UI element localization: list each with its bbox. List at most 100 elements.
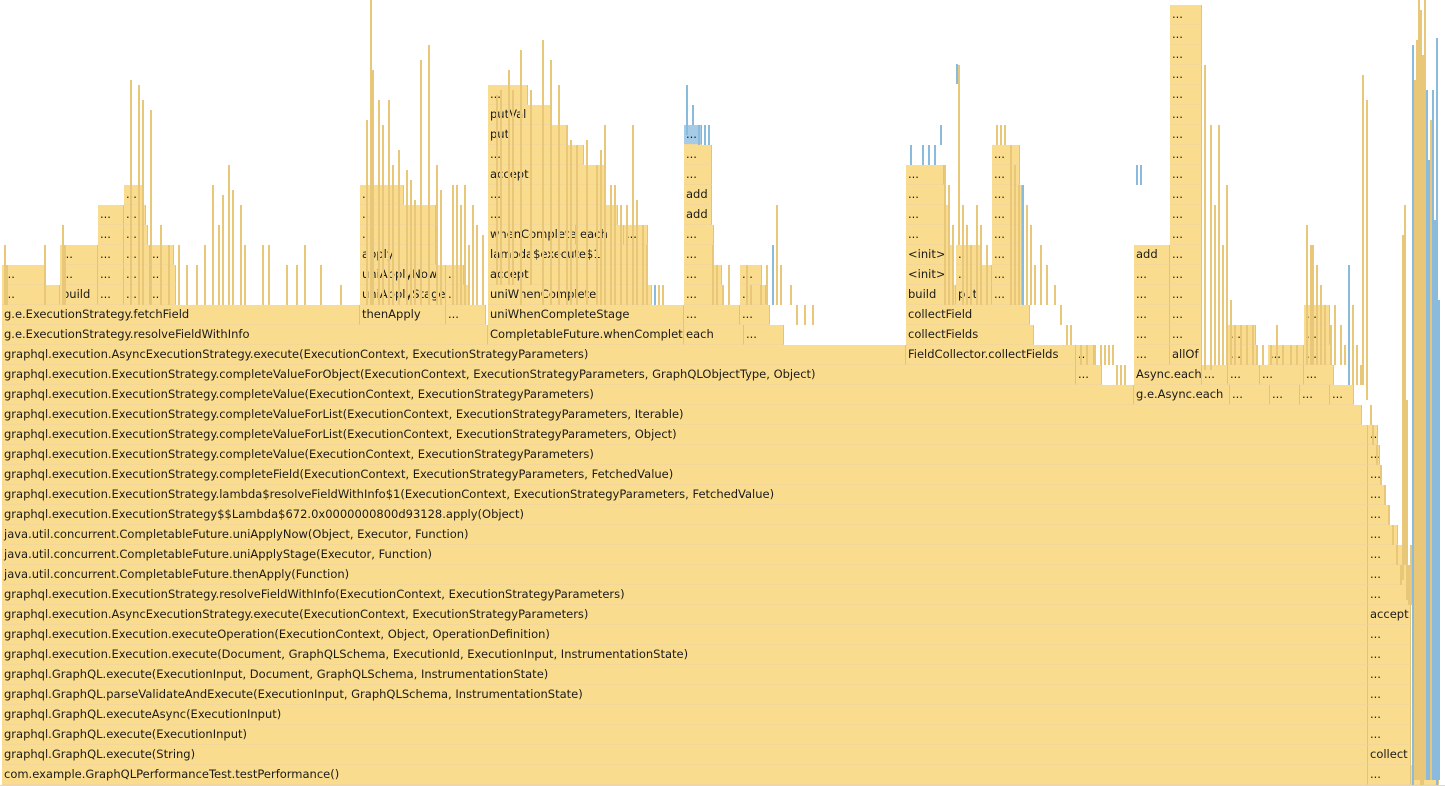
stack-frame[interactable]: ... — [906, 165, 944, 185]
narrow-stack-frame[interactable] — [1094, 345, 1096, 365]
stack-frame[interactable]: ... — [992, 145, 1020, 165]
narrow-stack-frame[interactable] — [910, 145, 912, 165]
narrow-stack-frame[interactable] — [1116, 365, 1118, 385]
stack-frame[interactable]: graphql.GraphQL.executeAsync(ExecutionIn… — [2, 705, 1368, 725]
narrow-stack-frame[interactable] — [440, 190, 442, 305]
stack-frame[interactable]: ... — [1170, 245, 1202, 265]
stack-frame[interactable]: g.e.ExecutionStrategy.resolveFieldWithIn… — [2, 325, 488, 345]
narrow-stack-frame[interactable] — [468, 245, 470, 305]
stack-frame[interactable]: ... — [124, 245, 150, 265]
narrow-stack-frame[interactable] — [1214, 205, 1216, 365]
narrow-stack-frame[interactable] — [746, 265, 748, 305]
narrow-stack-frame[interactable] — [1070, 325, 1072, 345]
stack-frame[interactable]: ... — [98, 285, 124, 305]
narrow-stack-frame[interactable] — [1412, 45, 1414, 785]
narrow-stack-frame[interactable] — [750, 285, 752, 305]
stack-frame[interactable]: ... — [744, 325, 784, 345]
stack-frame[interactable]: ... — [684, 225, 714, 245]
narrow-stack-frame[interactable] — [1356, 345, 1358, 385]
stack-frame[interactable]: add — [684, 185, 712, 205]
narrow-stack-frame[interactable] — [1296, 345, 1298, 365]
narrow-stack-frame[interactable] — [1312, 245, 1314, 365]
stack-frame[interactable]: graphql.execution.Execution.execute(Docu… — [2, 645, 1368, 665]
narrow-stack-frame[interactable] — [1366, 100, 1368, 400]
narrow-stack-frame[interactable] — [542, 40, 544, 305]
stack-frame[interactable]: ... — [992, 165, 1020, 185]
narrow-stack-frame[interactable] — [1010, 145, 1012, 305]
narrow-stack-frame[interactable] — [1360, 365, 1362, 385]
narrow-stack-frame[interactable] — [1054, 285, 1056, 305]
stack-frame[interactable]: graphql.execution.ExecutionStrategy.lamb… — [2, 485, 1368, 505]
narrow-stack-frame[interactable] — [636, 200, 638, 305]
narrow-stack-frame[interactable] — [558, 85, 560, 305]
narrow-stack-frame[interactable] — [1320, 285, 1322, 365]
stack-frame[interactable]: ... — [446, 305, 486, 325]
narrow-stack-frame[interactable] — [1416, 40, 1418, 780]
narrow-stack-frame[interactable] — [1372, 425, 1374, 445]
narrow-stack-frame[interactable] — [970, 245, 972, 305]
narrow-stack-frame[interactable] — [508, 70, 510, 285]
narrow-stack-frame[interactable] — [286, 265, 288, 305]
stack-frame[interactable]: ... — [1170, 325, 1202, 345]
narrow-stack-frame[interactable] — [1438, 300, 1440, 780]
narrow-stack-frame[interactable] — [262, 245, 264, 305]
narrow-stack-frame[interactable] — [482, 235, 484, 305]
stack-frame[interactable]: ... — [1228, 365, 1260, 385]
narrow-stack-frame[interactable] — [512, 90, 514, 285]
stack-frame[interactable]: ... — [906, 185, 946, 205]
narrow-stack-frame[interactable] — [130, 80, 132, 305]
stack-frame[interactable]: ... — [1230, 385, 1270, 405]
narrow-stack-frame[interactable] — [1370, 405, 1372, 425]
narrow-stack-frame[interactable] — [708, 125, 710, 145]
stack-frame[interactable]: ... — [1170, 265, 1202, 285]
narrow-stack-frame[interactable] — [604, 125, 606, 305]
narrow-stack-frame[interactable] — [1316, 265, 1318, 365]
stack-frame[interactable]: graphql.GraphQL.execute(String) — [2, 745, 1368, 765]
narrow-stack-frame[interactable] — [646, 245, 648, 305]
narrow-stack-frame[interactable] — [654, 285, 656, 305]
narrow-stack-frame[interactable] — [1410, 545, 1412, 605]
narrow-stack-frame[interactable] — [952, 225, 954, 305]
narrow-stack-frame[interactable] — [610, 185, 612, 305]
narrow-stack-frame[interactable] — [1330, 325, 1332, 365]
stack-frame[interactable]: ... — [2, 285, 60, 305]
narrow-stack-frame[interactable] — [138, 85, 140, 305]
narrow-stack-frame[interactable] — [1402, 235, 1404, 580]
narrow-stack-frame[interactable] — [728, 265, 730, 305]
stack-frame[interactable]: ... — [1368, 545, 1406, 565]
stack-frame[interactable]: ... — [150, 245, 174, 265]
stack-frame[interactable]: java.util.concurrent.CompletableFuture.u… — [2, 525, 1368, 545]
narrow-stack-frame[interactable] — [812, 305, 814, 325]
narrow-stack-frame[interactable] — [996, 125, 998, 145]
stack-frame[interactable]: java.util.concurrent.CompletableFuture.u… — [2, 545, 1368, 565]
narrow-stack-frame[interactable] — [366, 120, 368, 305]
stack-frame[interactable]: uniWhenCompleteStage — [488, 305, 684, 325]
narrow-stack-frame[interactable] — [1384, 485, 1386, 505]
stack-frame[interactable]: Async.each — [1134, 365, 1202, 385]
narrow-stack-frame[interactable] — [340, 285, 342, 305]
narrow-stack-frame[interactable] — [1226, 185, 1228, 365]
narrow-stack-frame[interactable] — [1324, 305, 1326, 365]
narrow-stack-frame[interactable] — [620, 205, 622, 305]
narrow-stack-frame[interactable] — [420, 60, 422, 305]
narrow-stack-frame[interactable] — [1140, 165, 1142, 185]
narrow-stack-frame[interactable] — [460, 205, 462, 305]
narrow-stack-frame[interactable] — [1000, 125, 1002, 145]
narrow-stack-frame[interactable] — [586, 140, 588, 305]
stack-frame[interactable]: ... — [1300, 385, 1330, 405]
narrow-stack-frame[interactable] — [642, 225, 644, 305]
stack-frame[interactable]: ... — [1170, 225, 1202, 245]
stack-frame[interactable]: ... — [1170, 25, 1202, 45]
narrow-stack-frame[interactable] — [566, 125, 568, 305]
narrow-stack-frame[interactable] — [1396, 545, 1398, 565]
stack-frame[interactable]: collectFields — [906, 325, 1034, 345]
stack-frame[interactable]: ... — [124, 185, 144, 205]
narrow-stack-frame[interactable] — [1040, 245, 1042, 305]
narrow-stack-frame[interactable] — [712, 245, 714, 305]
narrow-stack-frame[interactable] — [244, 245, 246, 305]
narrow-stack-frame[interactable] — [686, 85, 688, 135]
narrow-stack-frame[interactable] — [196, 265, 198, 305]
narrow-stack-frame[interactable] — [1136, 165, 1138, 185]
stack-frame[interactable]: ... — [1170, 285, 1202, 305]
narrow-stack-frame[interactable] — [476, 225, 478, 305]
